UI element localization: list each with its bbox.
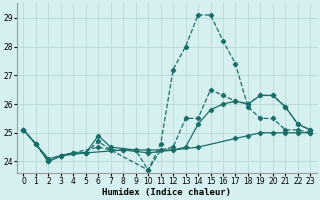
X-axis label: Humidex (Indice chaleur): Humidex (Indice chaleur) [102,188,231,197]
